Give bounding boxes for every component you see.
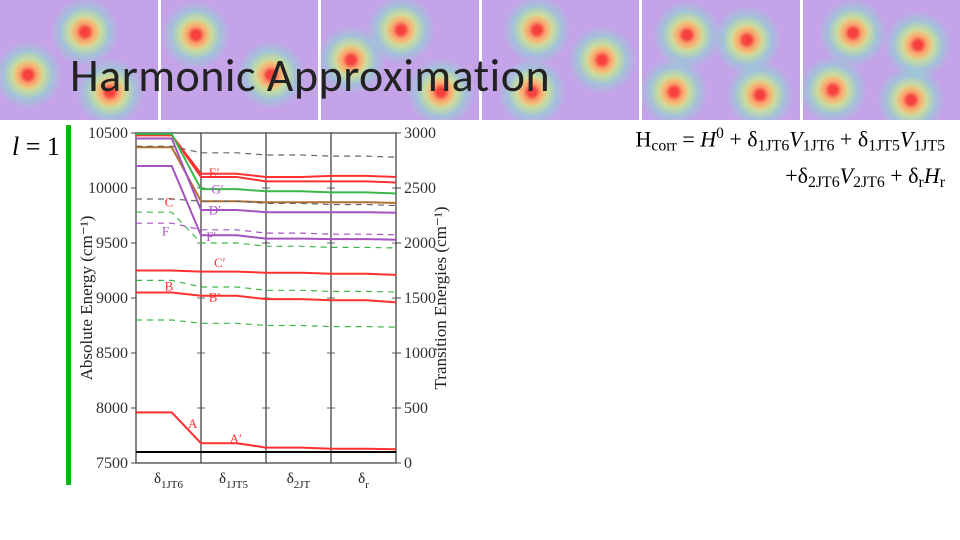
svg-text:2500: 2500 [404, 180, 436, 197]
svg-text:C′: C′ [214, 255, 226, 270]
svg-text:9000: 9000 [96, 290, 128, 307]
svg-text:0: 0 [404, 455, 412, 472]
svg-text:G′: G′ [211, 182, 223, 197]
slide-title: Harmonic Approximation [70, 48, 550, 104]
svg-text:10500: 10500 [88, 125, 128, 142]
hamiltonian-equation: Hcorr = H0 + δ1JT6V1JT6 + δ1JT5V1JT5 +δ2… [485, 122, 945, 195]
svg-text:F′: F′ [206, 229, 216, 244]
content-area: l = 1 7500 8000 8500 9000 9500 10000 10500 0 500… [0, 120, 960, 540]
l-equals-1-label: l = 1 [12, 132, 60, 162]
svg-text:δ1JT5: δ1JT5 [219, 471, 249, 491]
svg-text:D′: D′ [209, 202, 221, 217]
svg-text:500: 500 [404, 400, 428, 417]
svg-text:9500: 9500 [96, 235, 128, 252]
svg-text:10000: 10000 [88, 180, 128, 197]
svg-text:E′: E′ [209, 165, 220, 180]
svg-text:8500: 8500 [96, 345, 128, 362]
svg-text:Transition Energies (cm⁻¹): Transition Energies (cm⁻¹) [431, 206, 450, 389]
svg-text:B′: B′ [209, 289, 221, 304]
energy-chart-svg: 7500800085009000950010000105000500100015… [78, 125, 488, 505]
svg-text:δ1JT6: δ1JT6 [154, 471, 184, 491]
svg-text:A′: A′ [230, 431, 242, 446]
svg-text:δ2JT: δ2JT [287, 471, 311, 491]
svg-text:δr: δr [358, 471, 369, 491]
svg-text:Absolute Energy (cm⁻¹): Absolute Energy (cm⁻¹) [78, 216, 96, 381]
equation-line-2: +δ2JT6V2JT6 + δrHr [485, 159, 945, 196]
equation-line-1: Hcorr = H0 + δ1JT6V1JT6 + δ1JT5V1JT5 [485, 122, 945, 159]
svg-text:B: B [165, 278, 174, 293]
energy-chart: 7500800085009000950010000105000500100015… [78, 125, 488, 510]
svg-text:A: A [188, 416, 198, 431]
svg-text:3000: 3000 [404, 125, 436, 142]
svg-text:F: F [162, 223, 169, 238]
svg-text:7500: 7500 [96, 455, 128, 472]
svg-text:8000: 8000 [96, 400, 128, 417]
svg-text:C: C [165, 195, 174, 210]
green-vertical-bar [66, 125, 71, 485]
